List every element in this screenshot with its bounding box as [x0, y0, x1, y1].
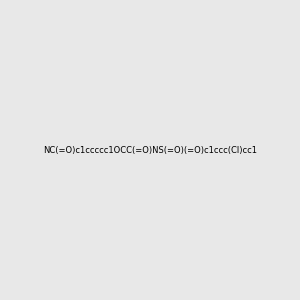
Text: NC(=O)c1ccccc1OCC(=O)NS(=O)(=O)c1ccc(Cl)cc1: NC(=O)c1ccccc1OCC(=O)NS(=O)(=O)c1ccc(Cl)…: [43, 146, 257, 154]
